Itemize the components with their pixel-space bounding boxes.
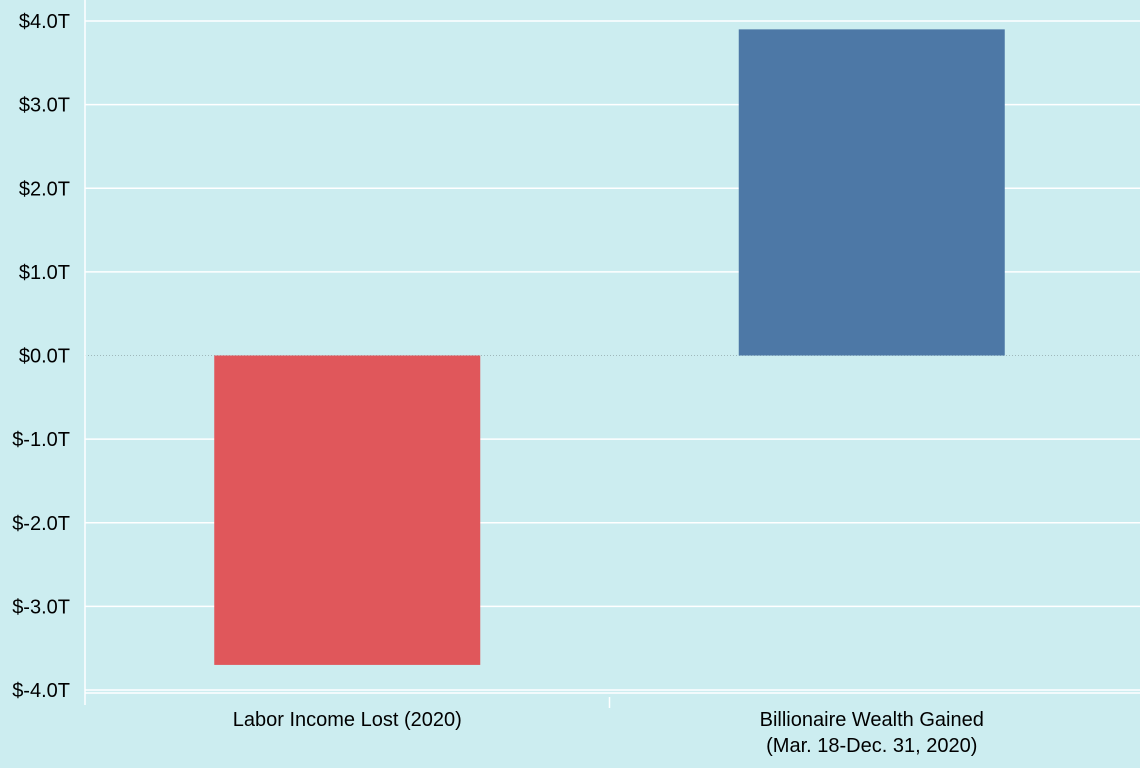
y-tick-label: $3.0T [19, 95, 70, 117]
bar [214, 355, 481, 665]
y-tick-label: $-1.0T [12, 429, 70, 451]
y-tick-label: $2.0T [19, 178, 70, 200]
x-category-label: Labor Income Lost (2020) [233, 709, 462, 731]
y-tick-label: $1.0T [19, 262, 70, 284]
x-axis: Labor Income Lost (2020) Billionaire Weal… [85, 692, 1140, 757]
y-tick-label: $-4.0T [12, 680, 70, 702]
x-category-label: Billionaire Wealth Gained (Mar. 18-Dec. 3… [760, 709, 984, 757]
y-tick-label: $-2.0T [12, 513, 70, 535]
bar [738, 29, 1005, 356]
y-axis: $4.0T $3.0T $2.0T $1.0T $0.0T $-1.0T $-2.0T $-3… [12, 0, 86, 705]
y-tick-label: $-3.0T [12, 596, 70, 618]
y-tick-label: $0.0T [19, 346, 70, 368]
y-tick-label: $4.0T [19, 11, 70, 33]
bars [214, 29, 1005, 665]
